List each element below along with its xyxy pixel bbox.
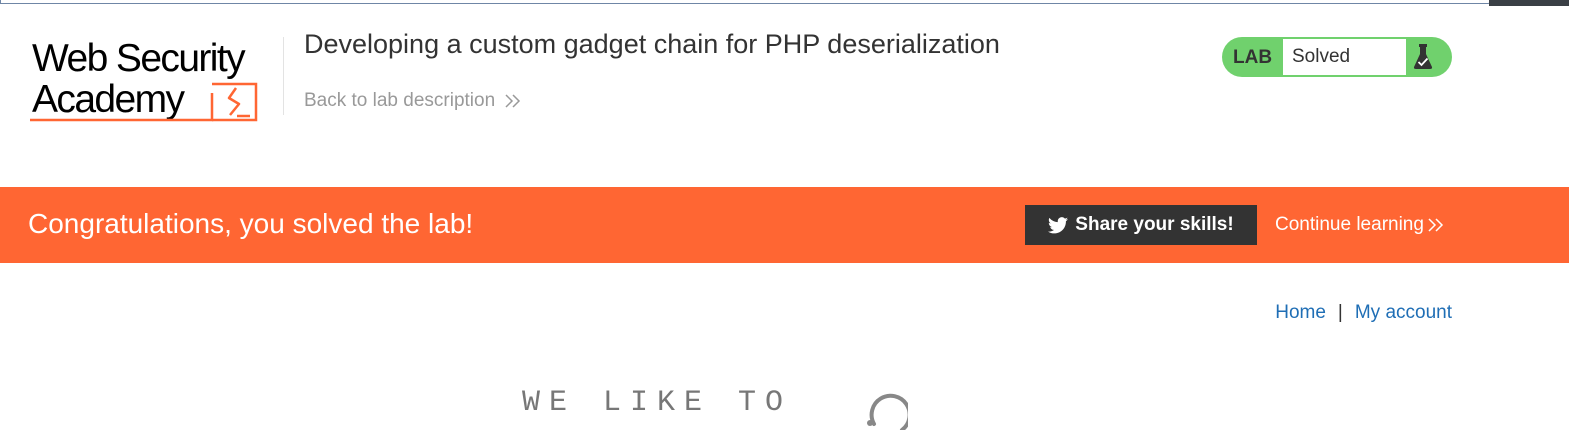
window-frame (0, 0, 1492, 4)
web-security-academy-logo[interactable]: Web Security Academy (30, 36, 280, 126)
loading-spinner-icon (862, 392, 912, 435)
back-link-label: Back to lab description (304, 90, 496, 111)
logo-line-1: Web Security (32, 37, 246, 80)
continue-learning-link[interactable]: Continue learning (1275, 214, 1444, 236)
header-divider (283, 37, 284, 115)
lab-title: Developing a custom gadget chain for PHP… (304, 29, 1000, 59)
top-navigation: Home | My account (1275, 302, 1452, 324)
window-frame-corner (1489, 0, 1569, 6)
continue-learning-label: Continue learning (1275, 214, 1424, 235)
my-account-link[interactable]: My account (1354, 302, 1452, 323)
lab-status-widget: LAB Solved (1222, 37, 1452, 77)
share-skills-label: Share your skills! (1075, 214, 1234, 235)
blog-heading: WE LIKE TO (522, 386, 793, 420)
back-to-lab-description-link[interactable]: Back to lab description (304, 90, 521, 112)
lab-status-value: Solved (1283, 39, 1406, 75)
double-chevron-right-icon (505, 94, 521, 108)
flask-check-icon (1408, 42, 1438, 72)
lab-solved-banner: Congratulations, you solved the lab! Sha… (0, 187, 1569, 263)
home-link[interactable]: Home (1275, 302, 1326, 323)
twitter-icon (1048, 216, 1069, 233)
double-chevron-right-icon (1428, 218, 1444, 232)
share-skills-button[interactable]: Share your skills! (1025, 205, 1257, 245)
lab-status-tag: LAB (1233, 47, 1273, 68)
logo-line-2: Academy (32, 78, 185, 121)
academy-logo-icon (30, 82, 258, 122)
nav-separator: | (1337, 302, 1343, 323)
congratulations-message: Congratulations, you solved the lab! (28, 208, 474, 239)
browser-top-strip (0, 0, 1569, 8)
